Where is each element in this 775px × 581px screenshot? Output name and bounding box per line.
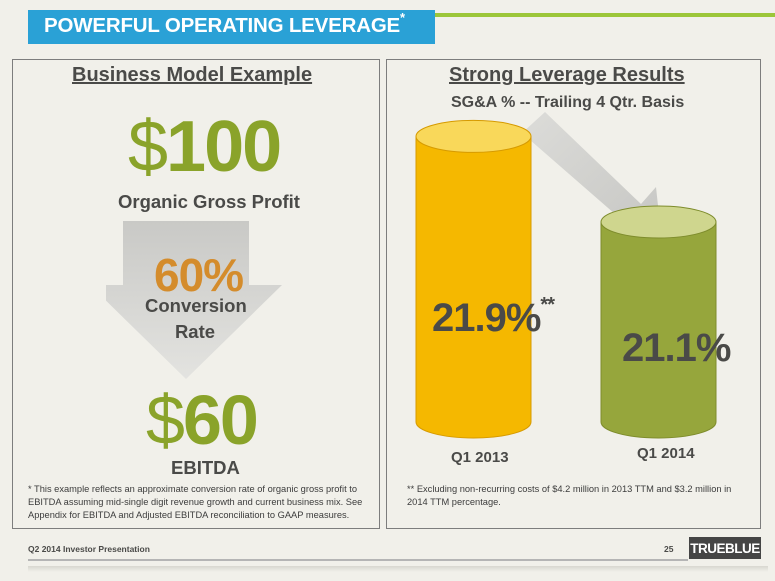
footer-divider <box>28 559 688 561</box>
conversion-rate-label: Conversion Rate <box>145 295 247 342</box>
leverage-results-heading: Strong Leverage Results <box>449 64 685 86</box>
right-footnote: ** Excluding non-recurring costs of $4.2… <box>407 484 732 507</box>
ebitda-label: EBITDA <box>171 457 240 478</box>
bottom-shadow <box>28 566 768 572</box>
conversion-arrow <box>106 221 282 379</box>
bar-label-q1-2013: 21.9%** <box>432 294 555 340</box>
gross-profit-label: Organic Gross Profit <box>118 191 300 212</box>
sga-chart <box>415 112 717 439</box>
category-label-q1-2013: Q1 2013 <box>451 449 509 466</box>
trueblue-logo: TRUEBLUE <box>689 537 761 559</box>
left-footnote: * This example reflects an approximate c… <box>28 484 363 520</box>
presentation-footer: Q2 2014 Investor Presentation <box>28 544 150 554</box>
ebitda-value: $60 <box>146 381 259 459</box>
bar-top-q1-2013 <box>415 119 532 153</box>
category-label-q1-2014: Q1 2014 <box>637 445 695 462</box>
slide-title: POWERFUL OPERATING LEVERAGE* <box>44 10 405 37</box>
title-bar <box>28 10 435 44</box>
business-model-heading: Business Model Example <box>72 64 313 86</box>
bar-top-q1-2014 <box>600 205 717 239</box>
leverage-results-panel <box>386 59 761 529</box>
chart-subheading: SG&A % -- Trailing 4 Qtr. Basis <box>451 94 685 111</box>
bar-q1-2014 <box>600 221 717 439</box>
title-accent-line <box>435 13 775 17</box>
page-number: 25 <box>664 544 674 554</box>
bar-label-q1-2014: 21.1% <box>622 326 731 370</box>
gross-profit-value: $100 <box>128 107 282 187</box>
bar-q1-2013 <box>415 135 532 439</box>
business-model-panel <box>12 59 380 529</box>
conversion-rate-value: 60% <box>154 249 244 301</box>
